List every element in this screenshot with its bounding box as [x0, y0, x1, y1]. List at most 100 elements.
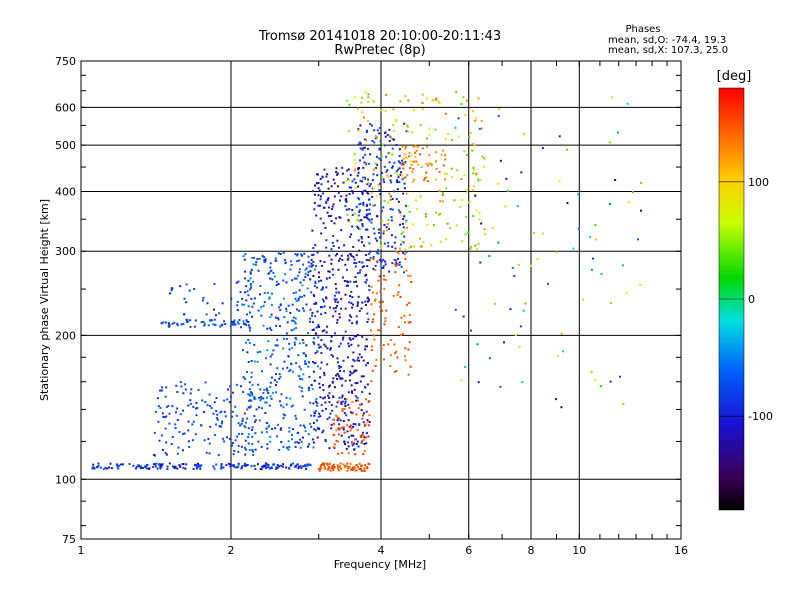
data-point	[332, 377, 335, 380]
data-point	[351, 213, 354, 216]
data-point	[349, 429, 352, 432]
data-point	[359, 202, 362, 205]
data-point	[493, 302, 496, 305]
data-point	[258, 406, 260, 409]
data-point	[222, 466, 225, 469]
data-point	[474, 244, 477, 247]
data-point	[312, 402, 315, 405]
data-point	[359, 147, 362, 150]
data-point	[404, 160, 407, 163]
data-point	[215, 417, 218, 420]
data-point	[211, 319, 214, 322]
data-point	[351, 442, 353, 445]
data-point	[313, 295, 316, 298]
data-point	[313, 201, 316, 204]
data-point	[306, 463, 309, 466]
data-point	[322, 206, 325, 209]
data-point	[360, 470, 363, 473]
data-point	[221, 420, 224, 423]
data-point	[388, 227, 390, 230]
data-point	[345, 200, 348, 203]
data-point	[370, 303, 373, 306]
data-point	[195, 467, 198, 470]
data-point	[420, 245, 423, 248]
data-point	[235, 414, 238, 417]
data-point	[282, 417, 285, 420]
data-point	[324, 439, 327, 441]
data-point	[212, 465, 215, 468]
data-point	[326, 363, 329, 366]
data-point	[282, 347, 285, 350]
data-point	[300, 467, 303, 469]
data-point	[438, 101, 441, 104]
data-point	[359, 269, 362, 272]
data-point	[344, 263, 347, 266]
data-point	[236, 300, 239, 303]
data-point	[204, 401, 207, 404]
data-point	[371, 321, 374, 323]
data-point	[406, 174, 409, 177]
data-point	[355, 443, 358, 445]
data-point	[379, 290, 382, 293]
data-point	[337, 192, 340, 195]
data-point	[351, 372, 354, 375]
data-point	[398, 264, 401, 266]
data-point	[292, 404, 295, 407]
data-point	[276, 464, 279, 467]
data-point	[109, 462, 112, 465]
data-point	[310, 414, 313, 417]
data-point	[460, 103, 463, 105]
data-point	[329, 412, 332, 415]
data-point	[360, 236, 363, 238]
data-point	[390, 216, 393, 219]
x-tick-label: 1	[78, 544, 85, 557]
data-point	[264, 465, 267, 467]
data-point	[307, 360, 310, 363]
data-point	[366, 345, 368, 348]
data-point	[317, 280, 320, 283]
data-point	[412, 223, 415, 226]
data-point	[213, 308, 215, 311]
data-point	[330, 354, 333, 356]
data-point	[335, 217, 338, 220]
data-point	[153, 431, 156, 434]
data-point	[405, 145, 407, 148]
data-point	[267, 340, 270, 343]
data-point	[333, 222, 336, 225]
data-point	[466, 189, 469, 191]
data-point	[294, 253, 297, 256]
data-point	[274, 257, 277, 260]
data-point	[379, 309, 382, 312]
data-point	[356, 429, 359, 431]
data-point	[220, 410, 223, 413]
data-point	[335, 374, 337, 377]
data-point	[167, 322, 170, 325]
data-point	[265, 427, 268, 430]
data-point	[423, 177, 426, 179]
data-point	[276, 344, 279, 347]
data-point	[233, 321, 235, 324]
data-point	[257, 383, 260, 386]
data-point	[426, 223, 429, 226]
data-point	[228, 401, 231, 404]
data-point	[408, 341, 411, 344]
data-point	[430, 244, 433, 247]
data-point	[173, 465, 176, 468]
data-point	[319, 367, 322, 370]
data-point	[380, 109, 383, 112]
data-point	[171, 322, 174, 325]
data-point	[260, 407, 263, 410]
data-point	[315, 214, 318, 217]
data-point	[475, 171, 478, 174]
data-point	[334, 310, 337, 313]
data-point	[264, 401, 267, 404]
data-point	[334, 332, 337, 335]
data-point	[348, 436, 350, 439]
data-point	[296, 254, 299, 257]
y-tick-label: 750	[55, 55, 76, 68]
data-point	[311, 312, 314, 314]
data-point	[555, 251, 558, 254]
data-point	[243, 258, 246, 261]
data-point	[359, 435, 362, 438]
data-point	[472, 110, 474, 113]
